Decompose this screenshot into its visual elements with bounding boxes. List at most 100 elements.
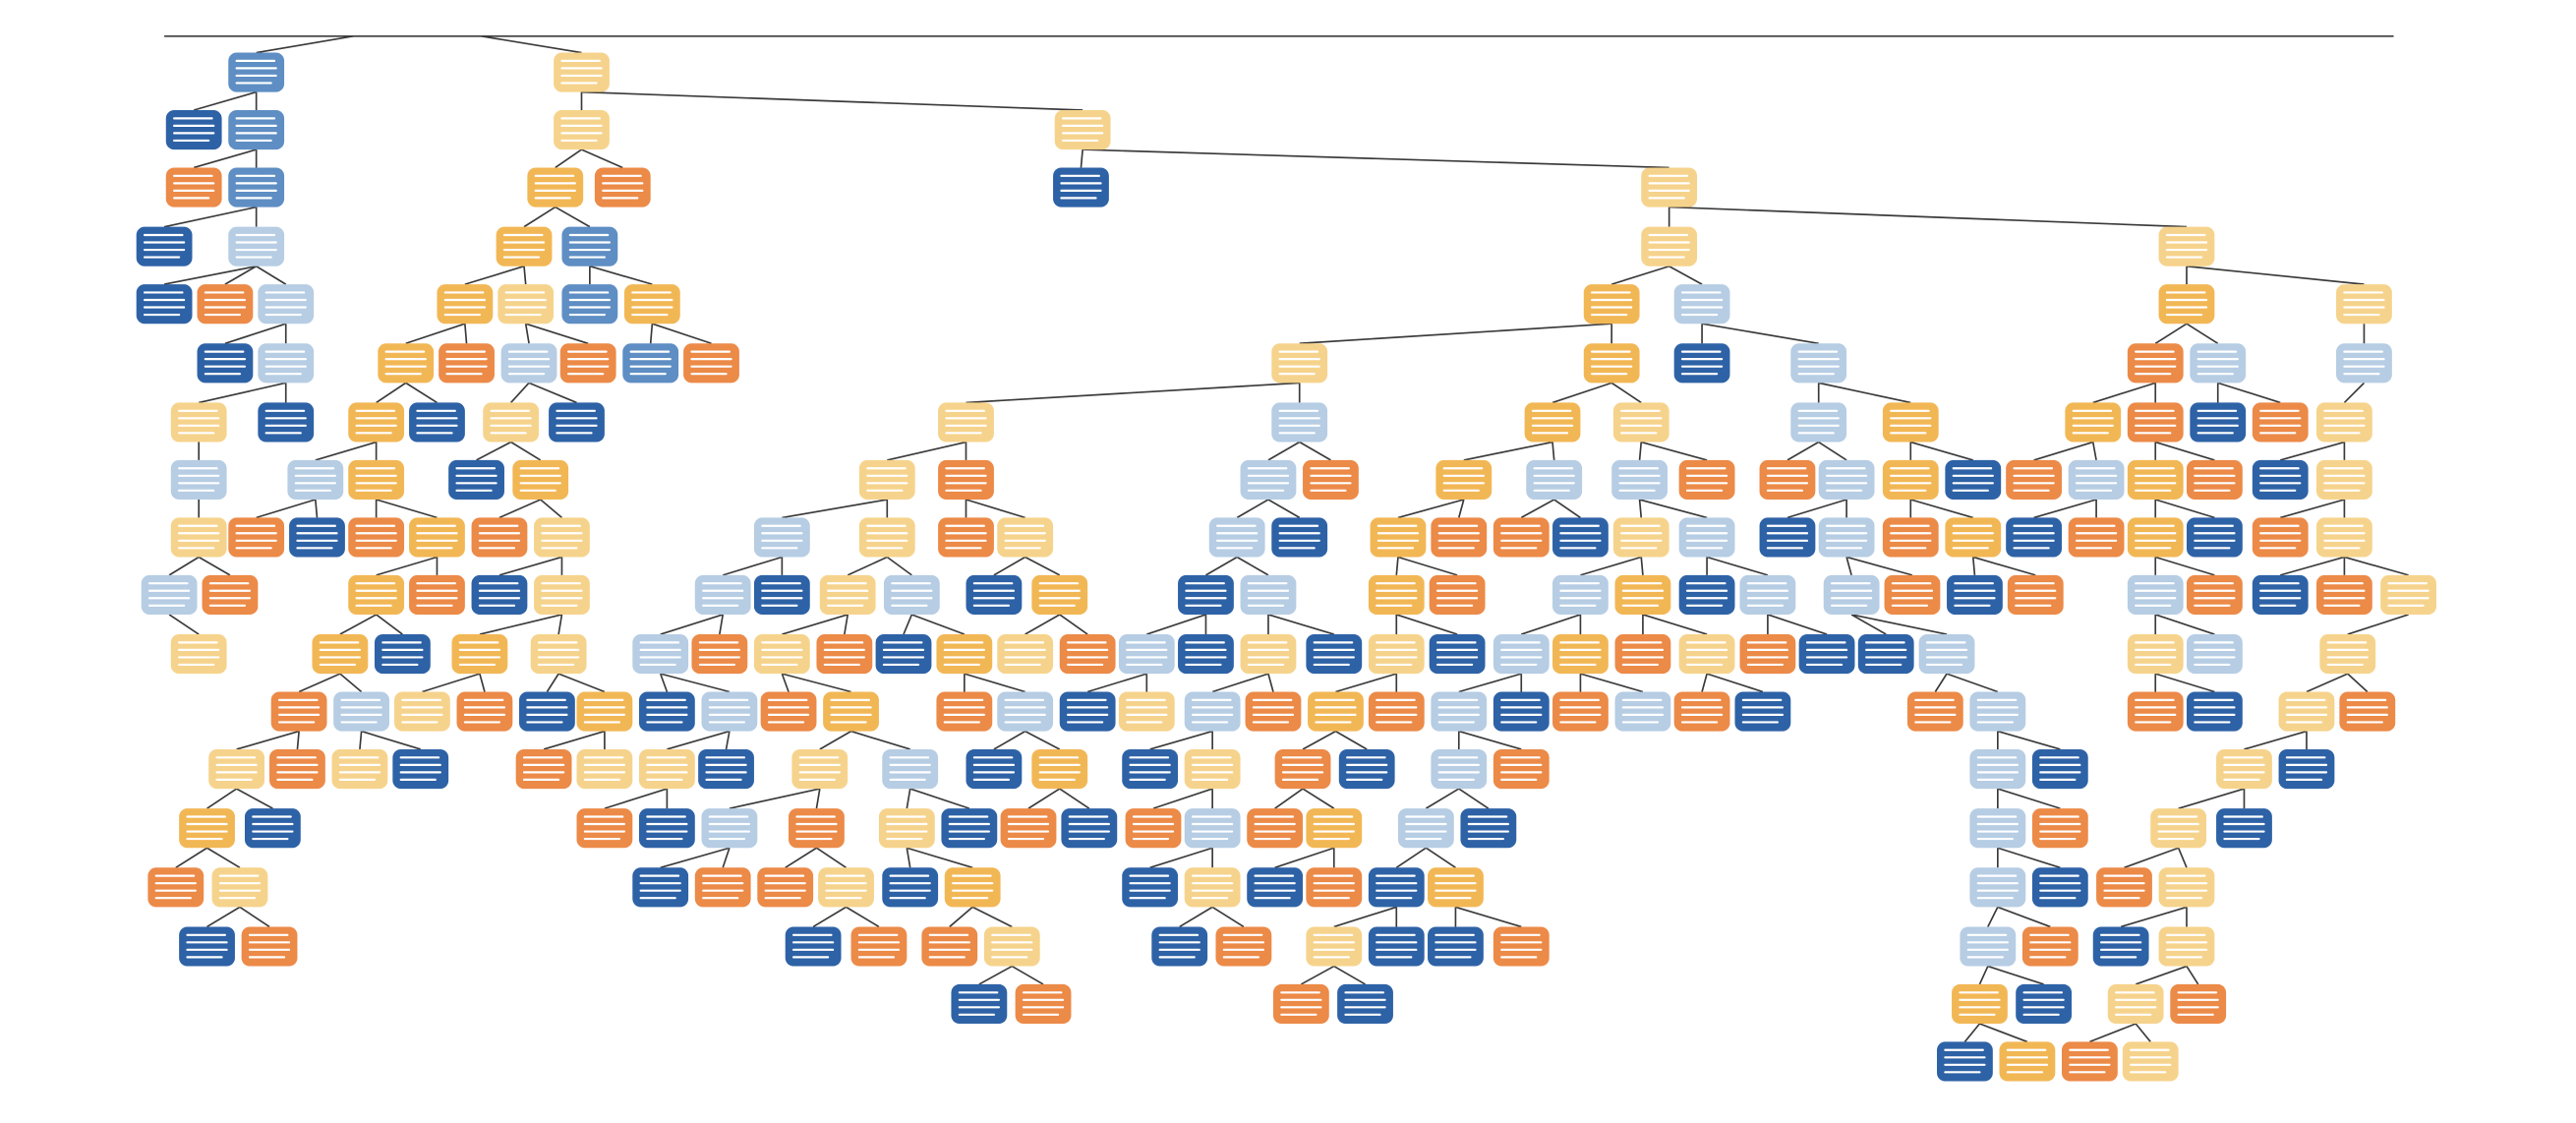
node-box <box>1790 402 1847 443</box>
tree-edge <box>296 731 300 750</box>
node-box <box>1429 574 1486 615</box>
tree-node <box>197 343 254 384</box>
tree-edge <box>1638 442 1643 460</box>
node-box <box>875 634 932 675</box>
tree-node <box>1271 343 1328 384</box>
tree-edge <box>1845 557 1852 576</box>
tree-node <box>2278 691 2335 732</box>
tree-node <box>816 634 873 675</box>
tree-edge <box>1642 614 1708 635</box>
tree-edge <box>2135 965 2188 985</box>
node-box <box>394 691 450 732</box>
tree-edge <box>1786 499 1847 519</box>
tree-node <box>289 517 345 558</box>
tree-node <box>1759 459 1816 501</box>
tree-edge <box>1701 673 1708 692</box>
node-box <box>2252 517 2309 558</box>
tree-node <box>394 691 450 732</box>
node-box <box>2336 343 2392 384</box>
tree-node <box>1240 574 1297 615</box>
tree-node <box>638 748 695 790</box>
tree-node <box>2186 459 2243 501</box>
tree-node <box>2006 459 2063 501</box>
tree-node <box>2150 808 2207 849</box>
tree-node <box>2339 691 2396 732</box>
tree-node <box>2068 459 2125 501</box>
node-box <box>1906 691 1963 732</box>
tree-node <box>576 748 633 790</box>
tree-node <box>496 226 553 266</box>
node-box <box>2186 459 2243 501</box>
tree-node <box>2190 343 2247 384</box>
tree-node <box>2127 691 2184 732</box>
node-box <box>951 983 1008 1025</box>
node-box <box>1999 1041 2056 1082</box>
node-box <box>941 808 998 849</box>
tree-edge <box>1425 847 1456 868</box>
tree-node <box>1306 634 1363 675</box>
tree-node <box>1823 574 1880 615</box>
node-box <box>1678 574 1735 615</box>
tree-edge <box>993 730 1026 750</box>
tree-node <box>512 459 569 501</box>
tree-node <box>165 167 222 207</box>
node-box <box>1000 808 1057 849</box>
node-box <box>530 634 587 675</box>
tree-node <box>1614 574 1671 615</box>
tree-node <box>483 402 540 443</box>
tree-node <box>2107 983 2164 1025</box>
tree-node <box>1368 926 1425 967</box>
tree-node <box>1906 691 1963 732</box>
tree-edge <box>906 848 911 868</box>
node-box <box>622 343 679 384</box>
tree-edge <box>2120 906 2188 928</box>
node-box <box>549 402 605 443</box>
node-box <box>701 691 758 732</box>
tree-node <box>1428 867 1484 908</box>
tree-edge <box>2186 323 2219 344</box>
tree-edge <box>1267 614 1335 635</box>
tree-node <box>1739 634 1796 675</box>
node-box <box>785 926 842 967</box>
node-box <box>451 634 508 675</box>
tree-node <box>1118 691 1175 732</box>
node-box <box>2031 748 2088 790</box>
tree-edge <box>1059 788 1090 809</box>
tree-node <box>549 402 605 443</box>
tree-edge <box>1302 788 1335 809</box>
tree-edge <box>2089 1023 2137 1043</box>
tree-node <box>1552 634 1609 675</box>
node-box <box>561 226 618 266</box>
node-box <box>2278 691 2335 732</box>
node-box <box>789 808 845 849</box>
tree-node <box>1368 634 1425 675</box>
tree-node <box>858 517 915 558</box>
node-box <box>997 517 1054 558</box>
tree-node <box>1368 867 1425 908</box>
tree-edge <box>1639 499 1708 519</box>
tree-node <box>1247 808 1304 849</box>
tree-edge <box>236 788 273 809</box>
tree-node <box>936 634 993 675</box>
node-box <box>2092 926 2149 967</box>
node-box <box>2068 459 2125 501</box>
node-box <box>2021 926 2078 967</box>
tree-edge <box>1179 906 1213 928</box>
tree-node <box>882 748 939 790</box>
node-box <box>1247 867 1304 908</box>
tree-node <box>1583 284 1640 325</box>
node-box <box>698 748 754 790</box>
tree-node <box>1493 748 1550 790</box>
node-box <box>312 634 369 675</box>
node-box <box>561 284 618 325</box>
tree-edge <box>782 499 888 519</box>
tree-node <box>1884 574 1941 615</box>
node-box <box>1641 226 1698 266</box>
tree-node <box>561 226 618 266</box>
tree-node <box>244 808 301 849</box>
tree-node <box>2127 517 2184 558</box>
tree-node <box>2336 284 2392 325</box>
tree-edge <box>1551 442 1555 460</box>
node-box <box>757 867 814 908</box>
